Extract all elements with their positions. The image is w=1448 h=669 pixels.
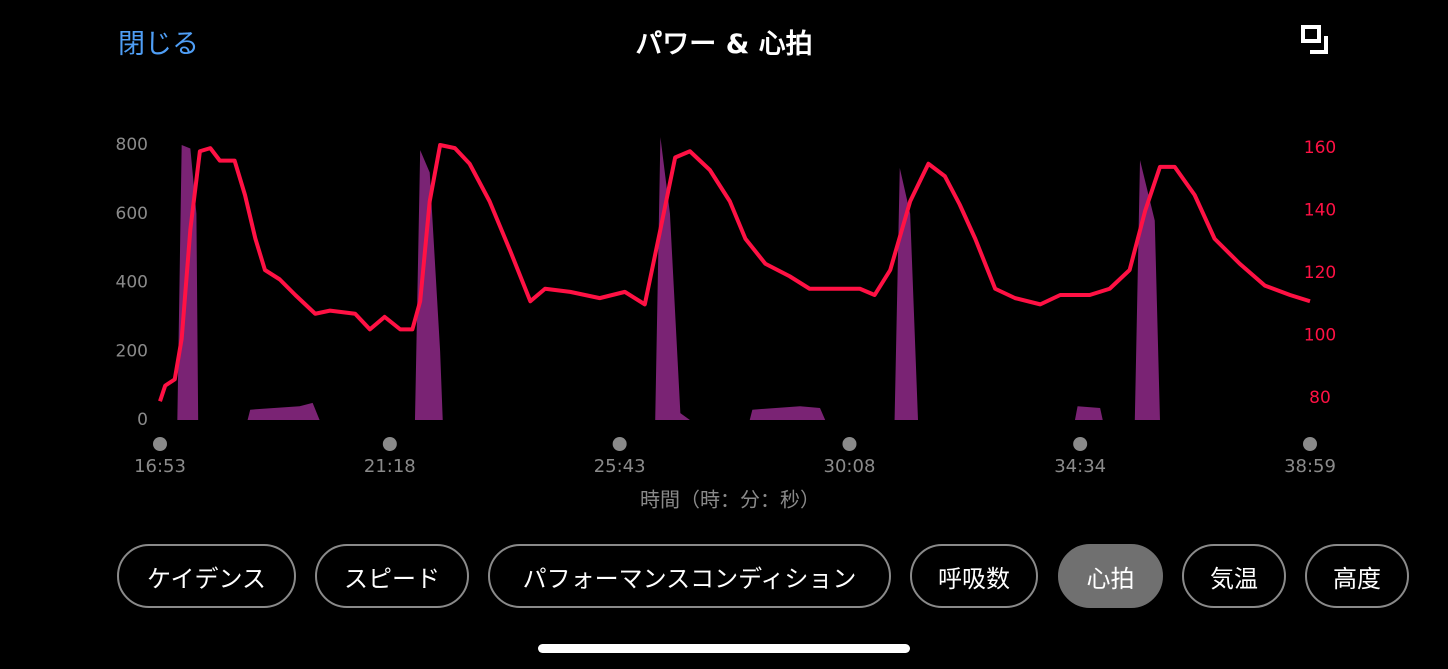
y2-tick-label: 160 <box>1304 138 1336 158</box>
x-tick-dot <box>842 437 857 451</box>
home-indicator <box>538 644 910 653</box>
y-tick-label: 0 <box>137 410 148 430</box>
tab-button[interactable]: 気温 <box>1182 544 1286 608</box>
heart-rate-line <box>158 143 1311 402</box>
tab-button[interactable]: 心拍 <box>1058 544 1163 608</box>
screen-title: パワー & 心拍 <box>635 29 813 60</box>
tab-button[interactable]: パフォーマンスコンディション <box>488 544 891 608</box>
y2-tick-label: 140 <box>1304 201 1336 221</box>
x-tick-label: 21:18 <box>364 456 416 477</box>
x-tick-label: 16:53 <box>134 456 186 477</box>
power-area <box>160 137 1310 420</box>
y2-tick-label: 100 <box>1304 326 1336 346</box>
tab-button[interactable]: ケイデンス <box>117 544 296 608</box>
x-tick-label: 30:08 <box>824 456 876 477</box>
close-button[interactable]: 閉じる <box>118 29 199 60</box>
y-tick-label: 400 <box>116 273 148 293</box>
y2-tick-label: 80 <box>1309 388 1331 408</box>
y-tick-label: 200 <box>116 341 148 361</box>
x-tick-dot <box>1303 437 1317 451</box>
x-tick-label: 34:34 <box>1054 456 1106 477</box>
x-tick-dot <box>1073 437 1088 451</box>
x-tick-dot <box>382 437 397 451</box>
chart: 時間（時：分：秒） 0 200 400 600 800 80 100 120 140 160 16:… <box>116 135 1337 512</box>
x-tick-label: 38:59 <box>1284 456 1336 477</box>
expand-icon[interactable] <box>1300 24 1334 56</box>
x-tick-dot <box>612 437 627 451</box>
y-tick-label: 600 <box>116 204 148 224</box>
y2-tick-label: 120 <box>1304 263 1336 283</box>
tab-button[interactable]: 呼吸数 <box>910 544 1038 608</box>
tab-button[interactable]: 高度 <box>1305 544 1409 608</box>
y-tick-label: 800 <box>116 135 148 155</box>
tab-button[interactable]: スピード <box>315 544 469 608</box>
x-axis-label: 時間（時：分：秒） <box>640 488 820 512</box>
x-tick-dot <box>153 437 167 451</box>
x-tick-label: 25:43 <box>594 456 646 477</box>
